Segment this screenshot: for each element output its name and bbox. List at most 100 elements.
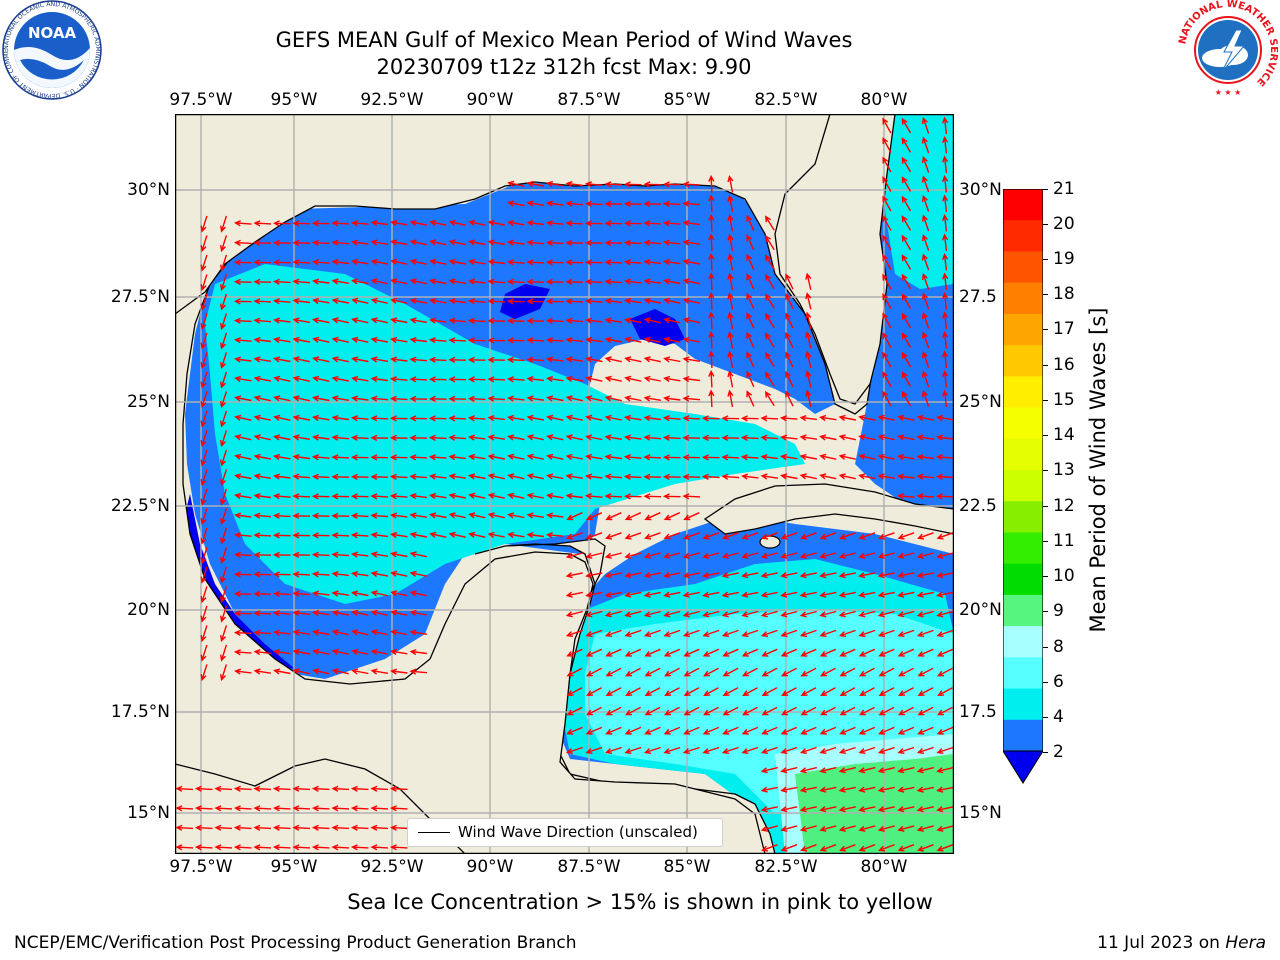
wind-arrow <box>663 552 681 559</box>
wind-arrow <box>233 239 252 247</box>
wind-arrow <box>214 824 233 831</box>
wind-arrow <box>194 844 213 851</box>
wind-arrow <box>370 317 388 324</box>
wind-arrow <box>448 258 467 265</box>
wind-arrow <box>936 844 954 852</box>
lon_ticks-1: 95°W <box>270 90 318 110</box>
wind-arrow <box>605 648 622 657</box>
wind-arrow <box>942 253 949 271</box>
wind-arrow <box>799 591 817 598</box>
wind-arrow <box>389 376 408 383</box>
wind-arrow <box>805 331 812 349</box>
wind-arrow <box>624 414 642 422</box>
wind-arrow <box>901 371 912 387</box>
wind-arrow <box>624 726 642 735</box>
wind-arrow <box>897 591 915 598</box>
wind-arrow <box>273 453 291 461</box>
wind-arrow <box>409 434 428 442</box>
wind-arrow <box>565 375 584 382</box>
wind-arrow <box>643 181 662 188</box>
land-cuba <box>703 483 954 535</box>
wind-arrow <box>194 805 213 812</box>
wind-arrow <box>429 492 447 500</box>
wind-arrow <box>604 572 622 579</box>
colorbar-band <box>1003 376 1043 409</box>
wind-arrow <box>200 664 208 682</box>
wind-arrow <box>220 254 228 272</box>
wind-arrow <box>370 785 389 792</box>
wind-arrow <box>605 726 622 735</box>
wind-arrow <box>331 805 350 812</box>
wind-arrow <box>819 610 837 618</box>
wind-arrow <box>708 272 715 291</box>
wind-arrow <box>604 434 623 441</box>
wind-arrow <box>727 350 734 369</box>
wind-arrow <box>604 336 623 343</box>
wind-arrow <box>292 375 310 382</box>
wind-arrow <box>721 610 739 618</box>
wind-arrow <box>727 389 734 408</box>
wind-arrow <box>253 805 272 812</box>
wind-arrow <box>605 667 622 677</box>
colorbar-tick-mark <box>1043 576 1048 577</box>
wind-arrow <box>331 259 349 266</box>
wind-arrow <box>916 453 934 461</box>
wind-arrow <box>937 667 953 677</box>
colorbar-tick-mark <box>1043 717 1048 718</box>
wind-arrow <box>624 572 642 579</box>
wind-arrow <box>448 492 467 499</box>
wind-arrow <box>526 200 545 207</box>
wind-arrow <box>311 805 330 812</box>
wind-arrow <box>272 610 291 617</box>
wind-arrow <box>878 667 895 677</box>
wind-arrow <box>682 297 700 304</box>
wind-arrow <box>389 805 408 812</box>
wind-arrow <box>916 414 934 421</box>
wind-arrow <box>448 317 467 324</box>
colorbar-tick-label: 14 <box>1053 425 1075 445</box>
wind-arrow <box>585 610 603 618</box>
wind-arrow <box>760 806 778 813</box>
wind-arrow <box>545 220 564 227</box>
wind-arrow <box>370 356 389 363</box>
wind-arrow <box>882 332 892 348</box>
wind-arrow <box>741 648 759 657</box>
wind-arrow <box>175 844 194 851</box>
wind-arrow <box>389 454 408 461</box>
chart-title: GEFS MEAN Gulf of Mexico Mean Period of … <box>275 28 853 52</box>
wind-arrow <box>781 706 797 716</box>
wind-arrow <box>682 220 700 227</box>
wind-arrow <box>390 258 408 265</box>
colorbar-tick-mark <box>1043 541 1048 542</box>
wind-arrow <box>409 258 427 265</box>
wind-arrow <box>194 824 213 831</box>
wind-arrow <box>799 610 817 618</box>
wind-arrow <box>722 687 739 697</box>
wind-arrow <box>604 200 623 208</box>
wind-arrow <box>233 532 252 539</box>
wind-arrow <box>917 667 934 677</box>
wind-arrow <box>935 454 954 461</box>
wind-arrow <box>882 273 892 290</box>
wind-arrow <box>799 434 818 441</box>
wind-arrow <box>746 273 755 290</box>
wind-arrow <box>526 317 545 325</box>
wind-arrow <box>722 667 739 677</box>
wind-arrow <box>272 805 291 812</box>
wind-arrow <box>200 352 208 370</box>
wind-arrow <box>311 454 330 461</box>
wind-arrow <box>585 532 603 540</box>
wind-arrow <box>800 532 817 540</box>
wind-arrow <box>760 610 778 618</box>
wind-arrow <box>682 200 701 207</box>
wind-arrow <box>389 824 408 831</box>
wind-arrow <box>662 181 681 188</box>
wind-arrow <box>272 551 291 559</box>
wind-arrow <box>917 687 934 697</box>
wind-arrow <box>644 687 661 697</box>
wind-arrow <box>682 610 700 618</box>
wind-arrow <box>234 512 252 519</box>
wind-arrow <box>272 785 291 792</box>
wind-arrow <box>921 312 930 329</box>
wind-arrow <box>200 508 208 526</box>
